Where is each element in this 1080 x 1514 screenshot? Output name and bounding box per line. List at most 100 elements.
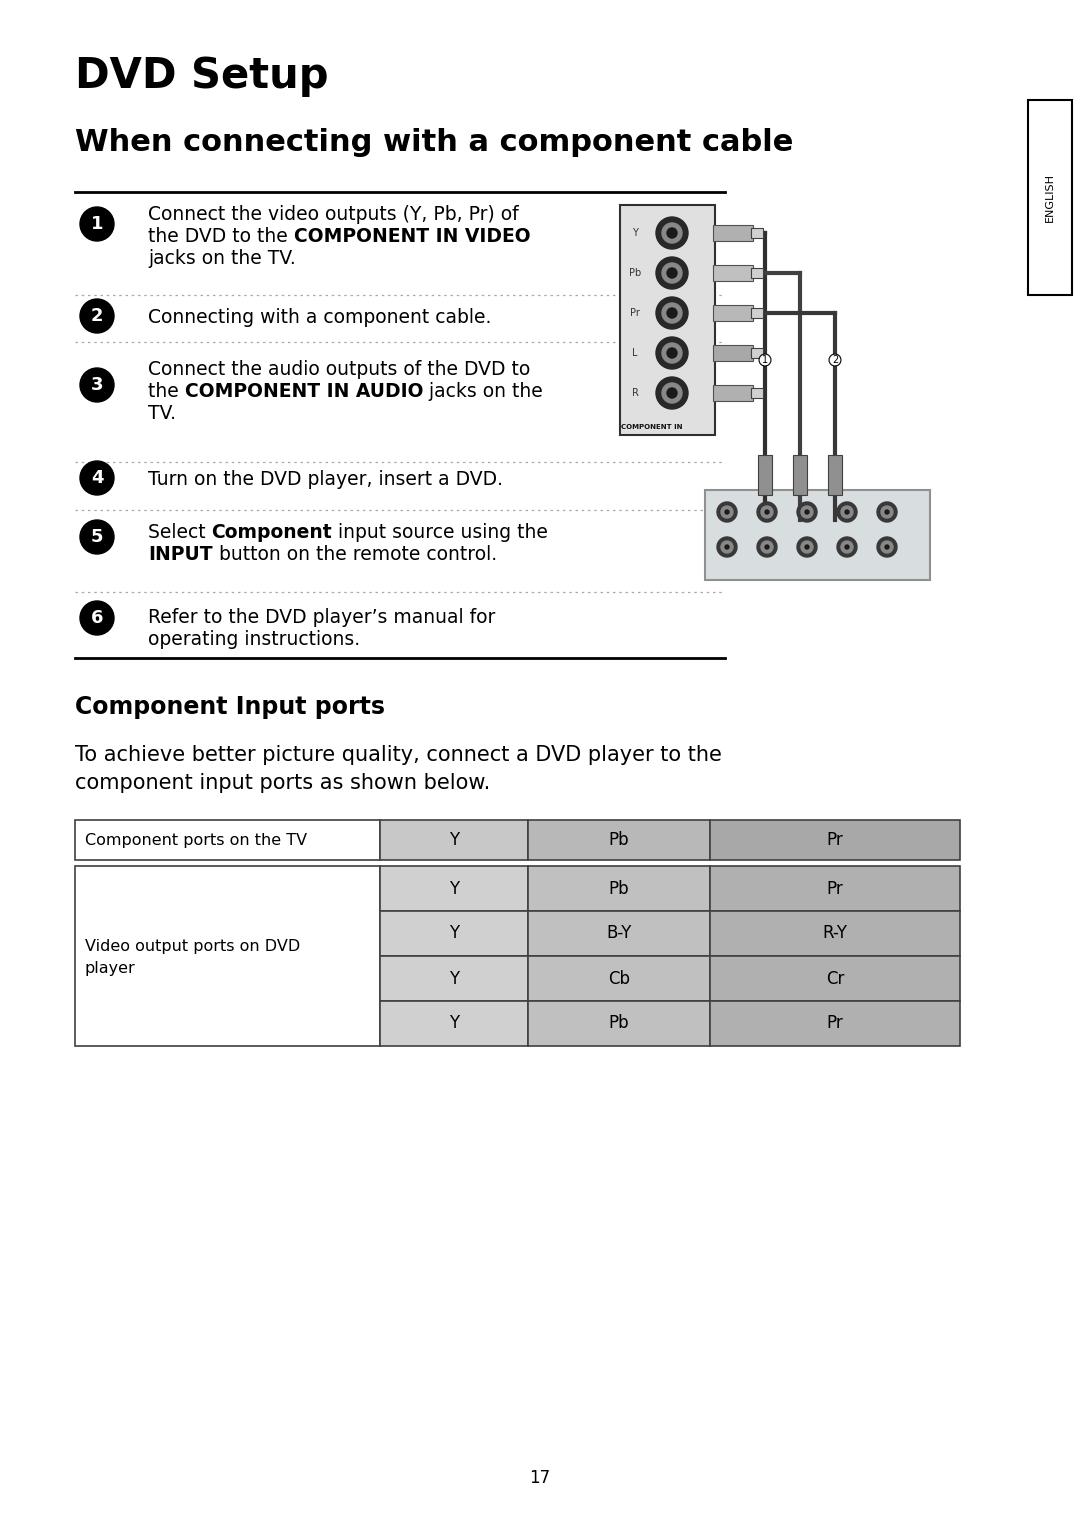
Bar — [710, 955, 960, 1001]
Circle shape — [656, 217, 688, 248]
Text: Turn on the DVD player, insert a DVD.: Turn on the DVD player, insert a DVD. — [148, 469, 503, 489]
Bar — [710, 911, 960, 955]
Circle shape — [725, 545, 729, 550]
Circle shape — [717, 537, 737, 557]
Circle shape — [837, 537, 858, 557]
Circle shape — [725, 510, 729, 513]
Bar — [710, 821, 960, 860]
Text: Connect the audio outputs of the DVD to: Connect the audio outputs of the DVD to — [148, 360, 530, 378]
Circle shape — [80, 519, 114, 554]
Circle shape — [662, 344, 681, 363]
Bar — [528, 821, 710, 860]
Circle shape — [761, 506, 773, 518]
Bar — [751, 388, 762, 398]
Bar — [751, 268, 762, 279]
Bar — [380, 911, 528, 955]
Bar — [1028, 100, 1072, 295]
Text: jacks on the: jacks on the — [423, 382, 543, 401]
Text: Pb: Pb — [609, 880, 630, 898]
Text: Y: Y — [449, 1014, 459, 1033]
Text: Pr: Pr — [826, 831, 843, 849]
Bar — [380, 821, 528, 860]
Text: Connecting with a component cable.: Connecting with a component cable. — [148, 307, 491, 327]
Bar — [751, 229, 762, 238]
Text: Y: Y — [632, 229, 638, 238]
Bar — [528, 866, 710, 911]
Circle shape — [757, 503, 777, 522]
Circle shape — [797, 537, 816, 557]
Text: Pr: Pr — [630, 307, 640, 318]
Bar — [710, 1001, 960, 1046]
Circle shape — [656, 297, 688, 329]
Text: 2: 2 — [832, 354, 838, 365]
Circle shape — [841, 506, 853, 518]
Circle shape — [845, 545, 849, 550]
Text: Component: Component — [212, 522, 333, 542]
Text: Pr: Pr — [826, 1014, 843, 1033]
Circle shape — [721, 506, 733, 518]
Text: 6: 6 — [91, 609, 104, 627]
Bar — [751, 307, 762, 318]
Text: Refer to the DVD player’s manual for: Refer to the DVD player’s manual for — [148, 609, 496, 627]
Text: When connecting with a component cable: When connecting with a component cable — [75, 129, 794, 157]
Bar — [710, 866, 960, 911]
Text: To achieve better picture quality, connect a DVD player to the: To achieve better picture quality, conne… — [75, 745, 721, 765]
Circle shape — [717, 503, 737, 522]
Text: COMPONENT IN VIDEO: COMPONENT IN VIDEO — [294, 227, 530, 245]
Circle shape — [797, 503, 816, 522]
Text: Pb: Pb — [629, 268, 642, 279]
Bar — [380, 1001, 528, 1046]
Circle shape — [656, 377, 688, 409]
Circle shape — [80, 298, 114, 333]
Text: 1: 1 — [91, 215, 104, 233]
Text: INPUT: INPUT — [148, 545, 213, 565]
Circle shape — [805, 510, 809, 513]
Text: the: the — [148, 382, 185, 401]
Circle shape — [757, 537, 777, 557]
Bar — [828, 456, 842, 495]
Text: R-Y: R-Y — [823, 925, 848, 943]
Text: 2: 2 — [91, 307, 104, 326]
Circle shape — [662, 263, 681, 283]
Text: component input ports as shown below.: component input ports as shown below. — [75, 774, 490, 793]
Bar — [758, 456, 772, 495]
Text: input source using the: input source using the — [333, 522, 549, 542]
Text: 3: 3 — [91, 375, 104, 394]
Bar — [75, 821, 380, 860]
Text: Connect the video outputs (Y, Pb, Pr) of: Connect the video outputs (Y, Pb, Pr) of — [148, 204, 518, 224]
Circle shape — [885, 510, 889, 513]
Bar — [713, 226, 753, 241]
Bar — [713, 304, 753, 321]
Bar — [75, 866, 380, 1046]
Bar — [528, 1001, 710, 1046]
Text: Y: Y — [449, 831, 459, 849]
Text: TV.: TV. — [148, 404, 176, 422]
Bar — [705, 491, 930, 580]
Text: Cr: Cr — [826, 969, 845, 987]
Text: COMPONENT IN: COMPONENT IN — [621, 424, 683, 430]
Circle shape — [80, 601, 114, 634]
Text: 5: 5 — [91, 528, 104, 547]
Text: Pb: Pb — [609, 831, 630, 849]
Circle shape — [841, 540, 853, 553]
Circle shape — [881, 540, 893, 553]
Text: DVD Setup: DVD Setup — [75, 55, 328, 97]
Text: 4: 4 — [91, 469, 104, 488]
Circle shape — [662, 303, 681, 322]
Text: player: player — [85, 960, 136, 975]
Text: Video output ports on DVD: Video output ports on DVD — [85, 939, 300, 954]
Text: L: L — [632, 348, 638, 357]
Circle shape — [881, 506, 893, 518]
Bar — [528, 911, 710, 955]
Text: ENGLISH: ENGLISH — [1045, 173, 1055, 223]
Text: Cb: Cb — [608, 969, 630, 987]
Bar — [713, 265, 753, 282]
Bar — [713, 345, 753, 360]
Text: COMPONENT IN AUDIO: COMPONENT IN AUDIO — [185, 382, 423, 401]
Text: B-Y: B-Y — [606, 925, 632, 943]
Circle shape — [801, 540, 813, 553]
Text: Component Input ports: Component Input ports — [75, 695, 384, 719]
Circle shape — [656, 257, 688, 289]
Text: Pb: Pb — [609, 1014, 630, 1033]
Circle shape — [662, 383, 681, 403]
